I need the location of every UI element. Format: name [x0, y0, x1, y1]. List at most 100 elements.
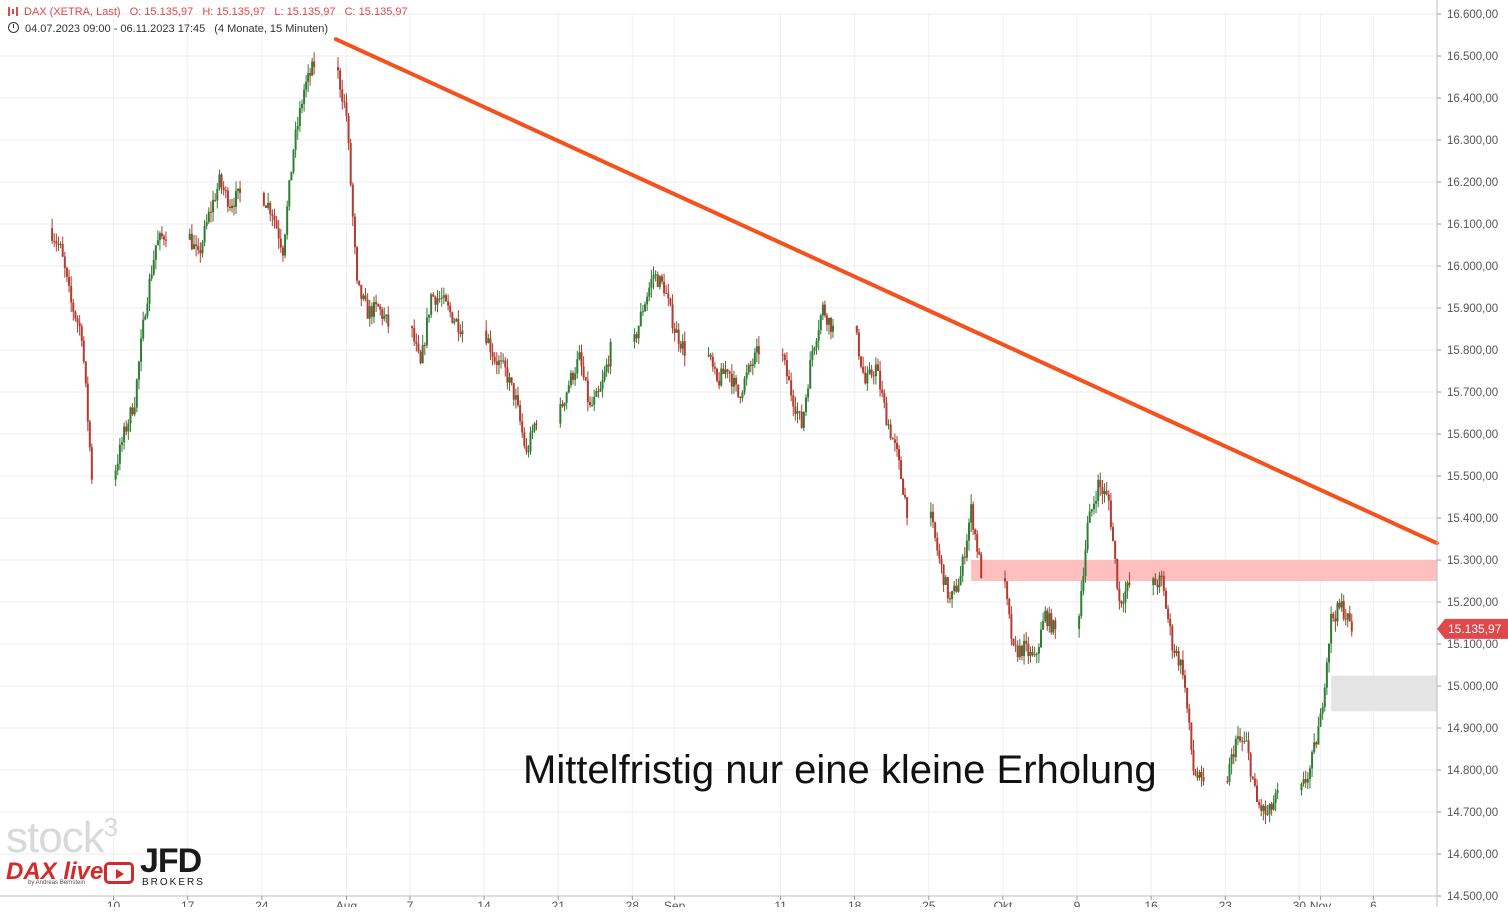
candle-body — [709, 354, 712, 357]
candle-body — [578, 352, 581, 360]
candle-body — [855, 325, 858, 333]
candle-body — [307, 73, 310, 82]
candle-body — [561, 404, 564, 407]
candle-body — [1154, 578, 1157, 585]
candle-body — [487, 338, 490, 344]
candle-body — [889, 424, 892, 439]
candle-body — [671, 304, 674, 329]
candle-body — [963, 556, 966, 558]
candle-body — [444, 295, 447, 302]
candle-body — [1173, 650, 1176, 653]
candle-body — [129, 407, 132, 424]
candle-body — [349, 142, 352, 185]
candle-body — [1114, 541, 1117, 559]
y-tick-label: 16.000,00 — [1447, 261, 1498, 273]
candle-body — [817, 330, 820, 341]
candle-body — [567, 385, 570, 393]
candle-body — [1348, 613, 1351, 622]
candle-body — [739, 396, 742, 399]
candle-body — [1103, 491, 1106, 495]
candle-body — [796, 411, 799, 414]
candle-body — [114, 470, 117, 480]
candle-body — [1097, 479, 1100, 501]
candle-body — [864, 372, 867, 384]
candle-body — [737, 384, 740, 397]
candle-body — [955, 585, 958, 592]
candle-body — [582, 366, 585, 378]
candle-body — [1050, 613, 1053, 633]
price-axis: 16.600,00 16.500,00 16.400,00 16.300,00 16.2… — [1436, 0, 1498, 907]
trendline-layer — [333, 37, 1439, 546]
candle-body — [84, 361, 87, 384]
candle-body — [749, 364, 752, 367]
candle-body — [192, 244, 195, 250]
candle-body — [1029, 651, 1032, 657]
candle-body — [531, 430, 534, 433]
candle-body — [827, 317, 830, 325]
candle-body — [1228, 764, 1231, 782]
candle-body — [743, 378, 746, 393]
candle-body — [948, 598, 951, 600]
candle-body — [1236, 736, 1239, 739]
candle-body — [559, 404, 562, 424]
candle-body — [298, 108, 301, 126]
y-tick-label: 14.800,00 — [1447, 765, 1498, 777]
candle-body — [214, 199, 217, 201]
candle-body — [904, 494, 907, 498]
candle-body — [565, 392, 568, 403]
candle-body — [1105, 491, 1108, 495]
resistance-zone — [971, 560, 1437, 581]
candle-body — [150, 274, 153, 279]
candle-body — [681, 341, 684, 349]
candle-body — [1158, 575, 1161, 588]
candle-body — [860, 356, 863, 367]
candle-body — [360, 284, 363, 299]
candle-body — [938, 550, 941, 559]
x-tick-label: Aug — [336, 899, 357, 907]
high-value: H: 15.135,97 — [202, 6, 266, 18]
candle-body — [72, 302, 75, 312]
candle-body — [123, 426, 126, 443]
candles — [51, 52, 1353, 825]
y-tick-label: 15.300,00 — [1447, 555, 1498, 567]
candle-body — [633, 334, 636, 342]
candle-body — [1004, 578, 1007, 582]
candle-body — [116, 463, 119, 471]
candle-body — [351, 184, 354, 217]
candle-body — [218, 174, 221, 189]
candle-body — [313, 61, 316, 68]
time-range-info: 04.07.2023 09:00 - 06.11.2023 17:45 (4 M… — [8, 22, 334, 35]
zones — [971, 560, 1437, 712]
candle-body — [51, 228, 54, 241]
candle-body — [1256, 785, 1259, 803]
candle-body — [1308, 768, 1311, 779]
candle-body — [419, 351, 422, 364]
candle-body — [730, 373, 733, 387]
candle-body — [887, 424, 890, 426]
candle-body — [383, 315, 386, 319]
dax-live-logo: DAX live — [6, 858, 104, 885]
x-tick-label: 17 — [181, 899, 195, 907]
y-tick-label: 15.000,00 — [1447, 681, 1498, 693]
candle-body — [944, 577, 947, 585]
y-tick-label: 15.200,00 — [1447, 597, 1498, 609]
x-tick-label: 9 — [1074, 899, 1081, 907]
candle-body — [667, 293, 670, 299]
candle-body — [1052, 620, 1055, 633]
candle-body — [425, 317, 428, 346]
trendline[interactable] — [333, 37, 1439, 546]
x-tick-label: 16 — [1144, 899, 1158, 907]
candle-body — [90, 447, 93, 480]
candle-body — [529, 432, 532, 452]
candle-body — [226, 190, 229, 207]
candle-body — [595, 391, 598, 397]
candle-body — [1184, 675, 1187, 688]
candle-body — [757, 346, 760, 355]
candle-body — [957, 585, 960, 592]
candle-body — [237, 188, 240, 191]
low-value: L: 15.135,97 — [274, 6, 336, 18]
candle-body — [152, 259, 155, 275]
candle-body — [811, 350, 814, 361]
